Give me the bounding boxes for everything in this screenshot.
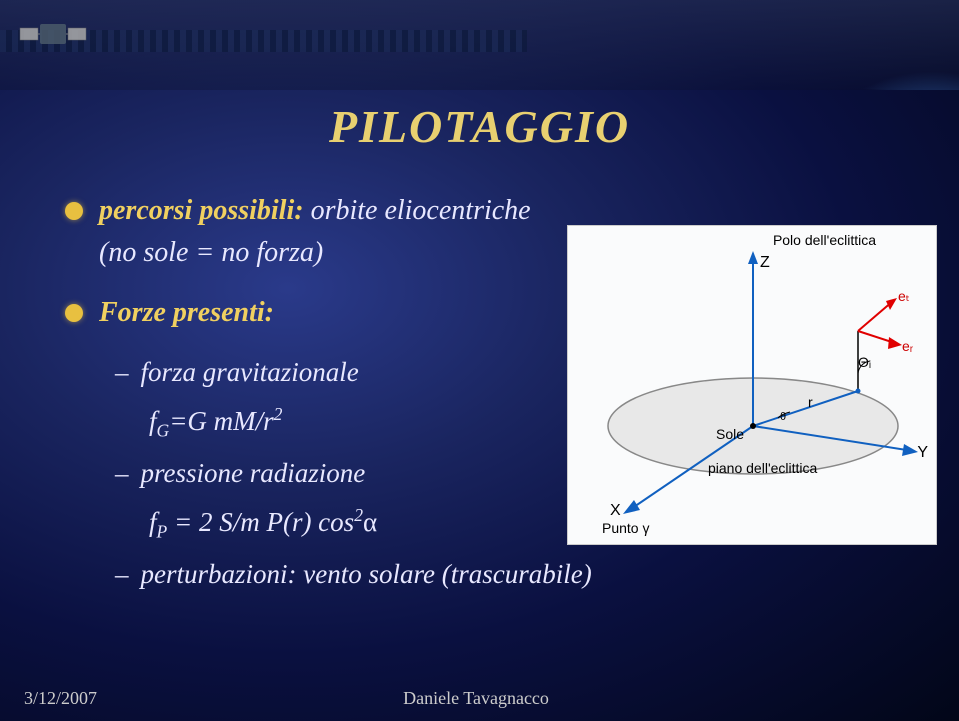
formula-text: = 2 S/m P(r) cos [167, 507, 354, 537]
formula-text: =G mM/r [169, 406, 273, 436]
bullet-1-line2: (no sole = no forza) [99, 232, 531, 274]
sub-2-label: pressione radiazione [141, 453, 366, 494]
sub-1-formula: fG=G mM/r2 [149, 401, 592, 444]
diagram-svg [568, 226, 938, 546]
slide-title: PILOTAGGIO [329, 100, 630, 153]
sub-3-label: perturbazioni: vento solare (trascurabil… [141, 554, 592, 595]
formula-sup: 2 [274, 404, 283, 424]
bullet-1-prefix: percorsi possibili: [99, 195, 304, 226]
formula-sub: P [157, 521, 168, 541]
footer-author: Daniele Tavagnacco [403, 688, 549, 709]
content-area: percorsi possibili: orbite eliocentriche… [65, 190, 592, 603]
footer-spacer [855, 688, 935, 709]
formula-alpha: α [363, 507, 377, 537]
bullet-2: Forze presenti: [65, 292, 592, 334]
diagram-label-puntoy: Punto γ [602, 520, 649, 536]
dash-icon: – [115, 352, 129, 393]
bullet-2-prefix: Forze presenti: [99, 297, 274, 328]
sub-3: – perturbazioni: vento solare (trascurab… [115, 554, 592, 595]
header-band [0, 0, 959, 90]
sub-1: – forza gravitazionale [115, 352, 592, 393]
dash-icon: – [115, 453, 129, 494]
formula-sup: 2 [354, 505, 363, 525]
footer: 3/12/2007 Daniele Tavagnacco [0, 688, 959, 709]
sub-2: – pressione radiazione [115, 453, 592, 494]
diagram-label-piano: piano dell'eclittica [708, 460, 817, 476]
formula-text: f [149, 406, 157, 436]
earth-icon [699, 0, 959, 90]
diagram-label-r: r [808, 394, 813, 410]
dash-icon: – [115, 554, 129, 595]
bullet-dot-icon [65, 304, 83, 322]
diagram-label-theta: Θᵢ [858, 354, 871, 370]
satellite-icon [18, 14, 88, 54]
formula-sub: G [157, 420, 170, 440]
ecliptic-diagram: Polo dell'eclittica Z X Y Sole piano del… [567, 225, 937, 545]
diagram-label-theta2: θ [780, 411, 786, 423]
diagram-label-x: X [610, 502, 621, 520]
diagram-label-er: eᵣ [902, 338, 913, 354]
diagram-label-et: eₜ [898, 288, 910, 305]
bullet-1: percorsi possibili: orbite eliocentriche… [65, 190, 592, 274]
formula-text: f [149, 507, 157, 537]
bullet-dot-icon [65, 202, 83, 220]
diagram-label-y: Y [917, 444, 928, 462]
diagram-label-sole: Sole [716, 426, 744, 442]
diagram-label-polo: Polo dell'eclittica [773, 232, 876, 248]
bullet-1-text: orbite eliocentriche [304, 195, 531, 226]
sub-1-label: forza gravitazionale [141, 352, 359, 393]
sub-2-formula: fP = 2 S/m P(r) cos2α [149, 502, 592, 545]
sub-list: – forza gravitazionale fG=G mM/r2 – pres… [115, 352, 592, 595]
diagram-label-z: Z [760, 254, 770, 272]
footer-date: 3/12/2007 [24, 688, 97, 709]
